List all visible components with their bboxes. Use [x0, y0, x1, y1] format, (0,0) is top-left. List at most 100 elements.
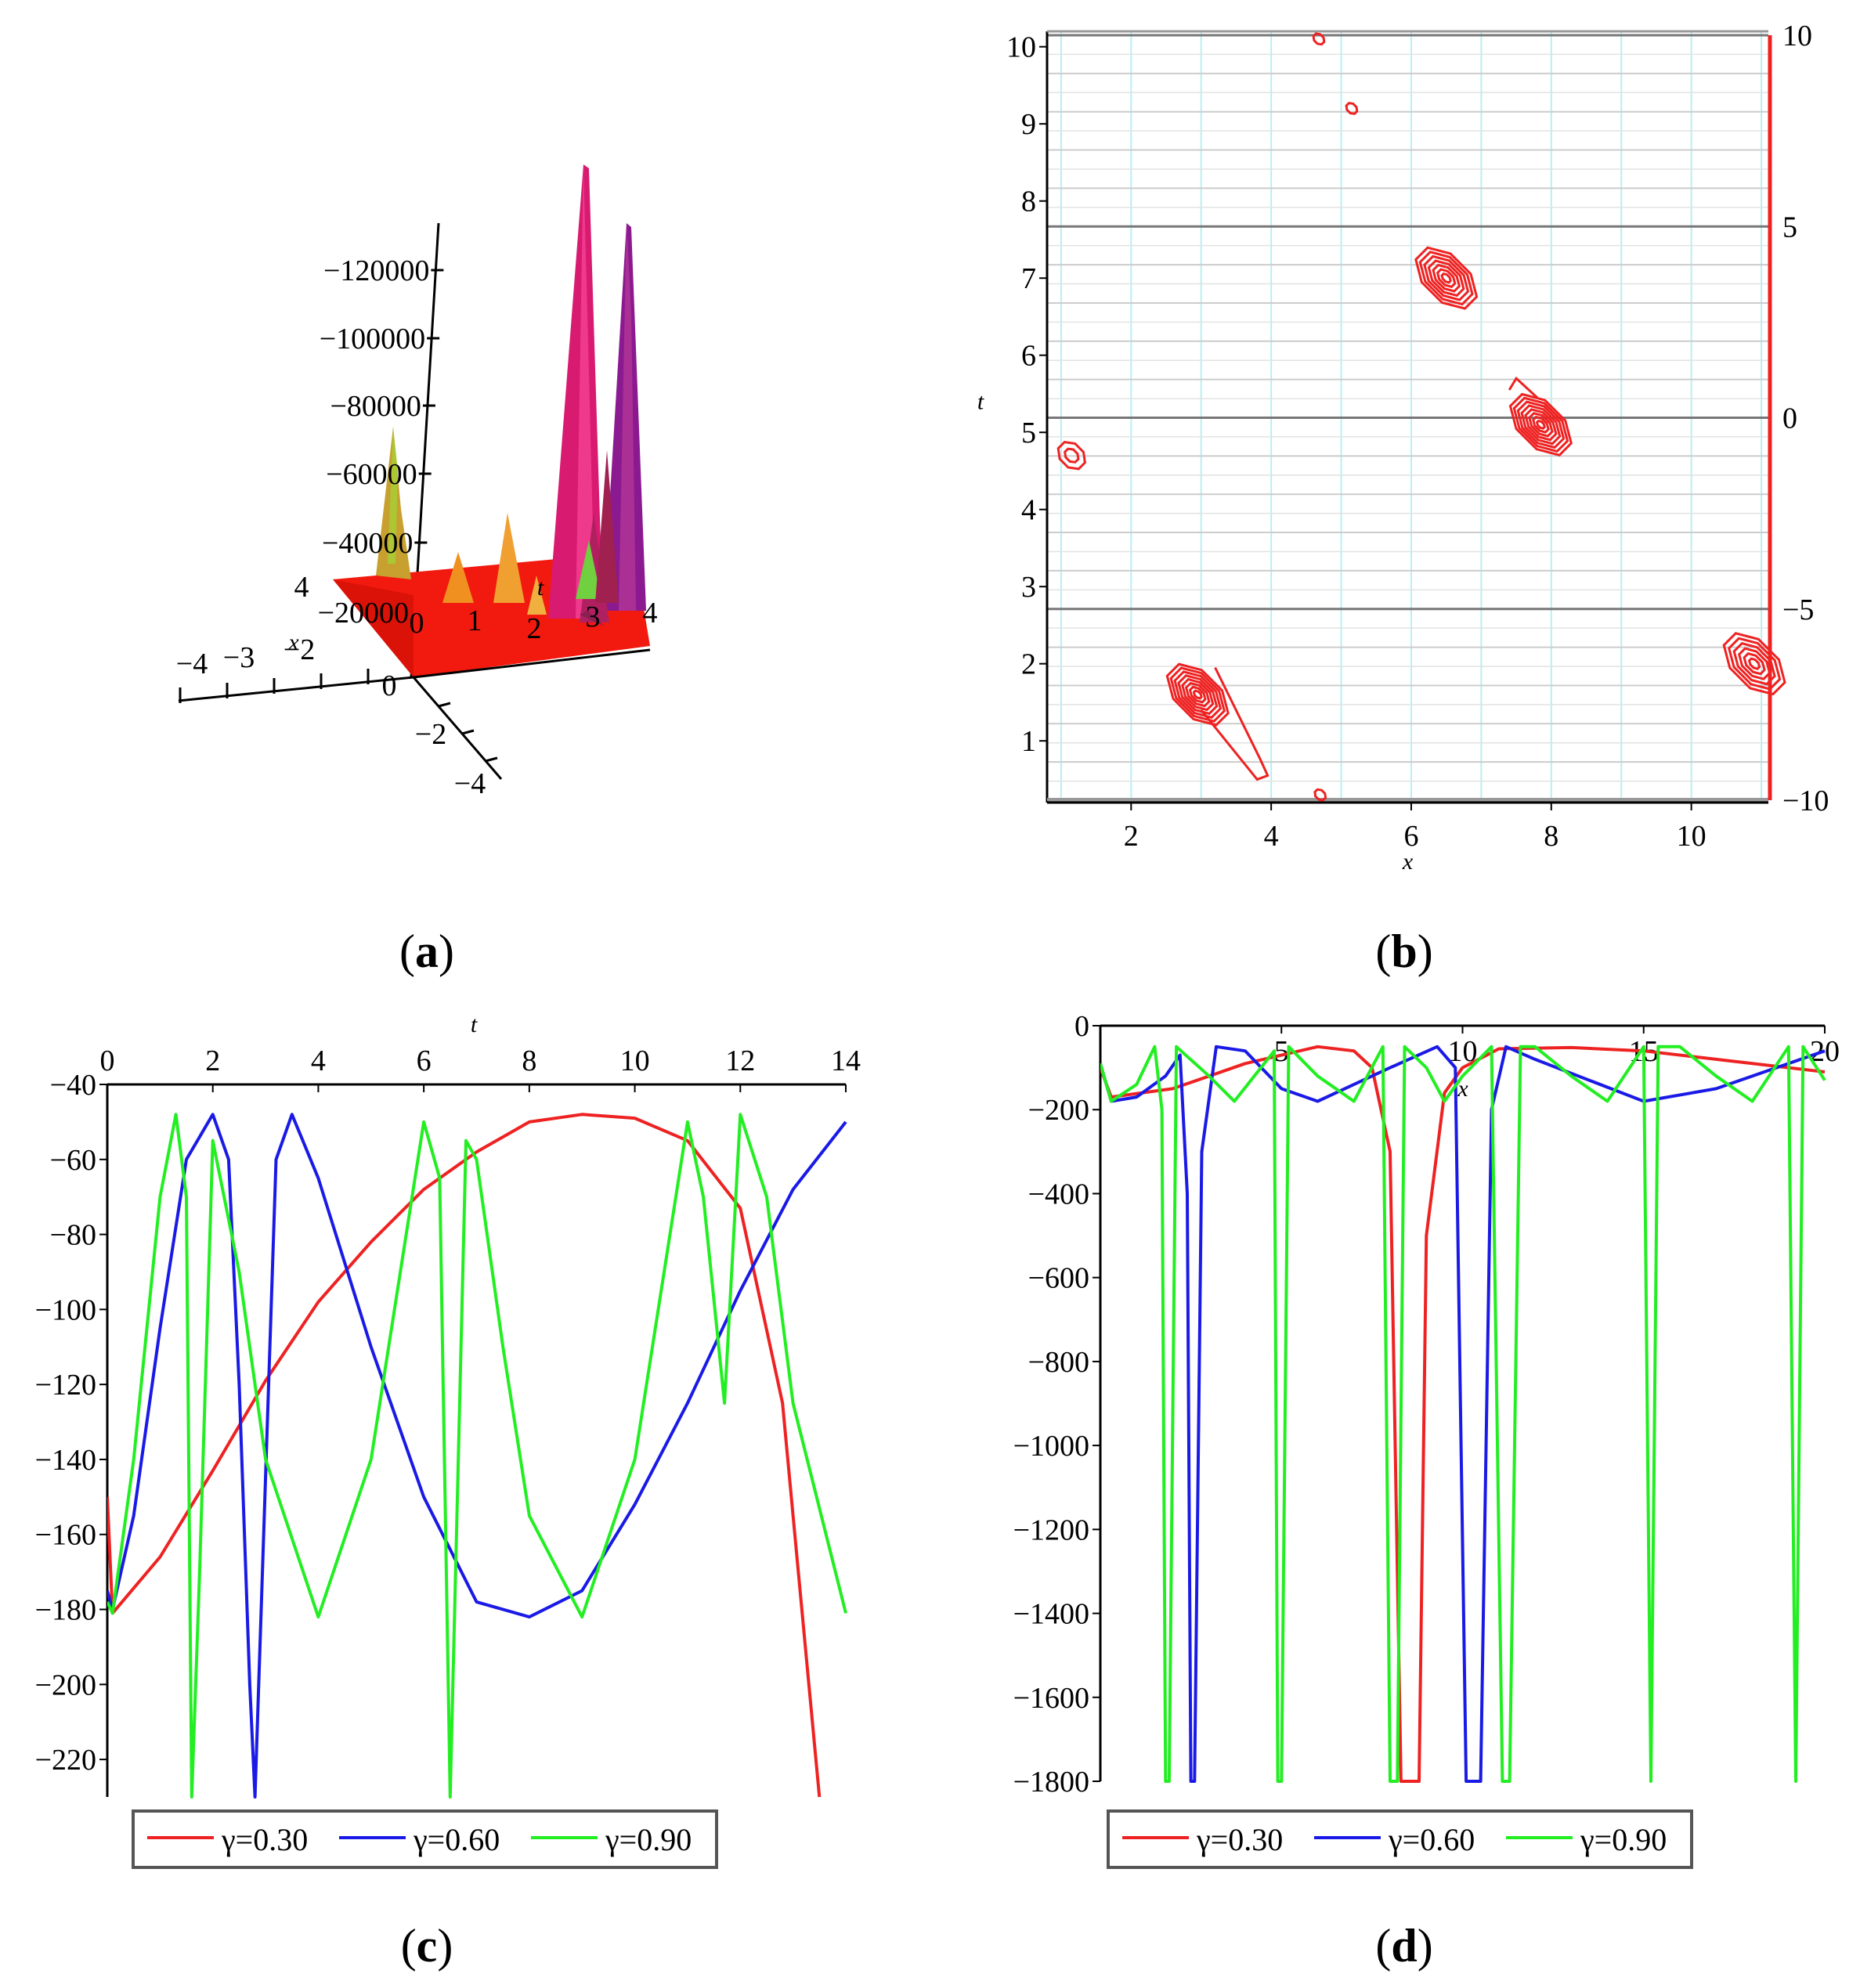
contour-ring [1345, 102, 1359, 115]
y-tick-label: −2 [415, 718, 446, 751]
caption-paren-close: ) [439, 925, 454, 977]
caption-c: (c) [401, 1920, 453, 1972]
y-tick-label: 0 [1074, 1010, 1089, 1043]
contour-ring [1192, 689, 1203, 700]
series-line-green [1100, 1045, 1826, 1783]
x-tick-label: 2 [205, 1045, 220, 1077]
contour-ring [1728, 637, 1782, 691]
contour-ring [1418, 251, 1474, 306]
x-axis-label: t [471, 1012, 478, 1037]
contour-ring [1313, 788, 1327, 802]
y-tick-label: 0 [382, 669, 397, 702]
z-tick-label: −40000 [322, 527, 413, 560]
caption-letter: b [1391, 925, 1417, 977]
contour-ring [1722, 632, 1786, 696]
y-tick-label: −60 [50, 1144, 96, 1177]
spike-left-hl [388, 427, 398, 564]
x-tick-label: 6 [417, 1045, 432, 1077]
y-tick-label: −1400 [1013, 1598, 1089, 1631]
y-axis-tickmarks [438, 702, 498, 763]
contour-ring [1508, 392, 1573, 456]
panel-a-labels: −120000 −100000 −80000 −60000 −40000 −20000 −4… [176, 254, 658, 800]
y-tick-label: −200 [1028, 1094, 1089, 1127]
x-tick-label: 5 [1274, 1035, 1289, 1068]
contour-x-tick-label: 8 [1544, 820, 1558, 853]
contour-y-tick-label: 7 [1021, 262, 1036, 295]
contour-ring [1169, 666, 1226, 723]
spike-tall-2-hl [619, 223, 636, 611]
contour-y-tick-label: 2 [1021, 648, 1036, 681]
contour-ring [1064, 447, 1080, 464]
x-tick-label: 14 [831, 1045, 861, 1077]
contour-ring [1173, 670, 1223, 719]
spike-small-2 [493, 513, 525, 603]
panel-captions: (a) (b)(c) (d) [399, 925, 1433, 1972]
contour-ring [1528, 412, 1554, 438]
contour-y-tick-label: 1 [1021, 725, 1036, 758]
series-line-red [1100, 1045, 1826, 1783]
x-tick-label: −4 [176, 648, 208, 680]
colorbar-tick-label: −5 [1782, 594, 1814, 626]
caption-paren-close: ) [1418, 1920, 1433, 1972]
contour-x-tick-label: 10 [1677, 820, 1707, 853]
contour-ring [1440, 272, 1452, 284]
y-tick-label: −220 [35, 1744, 96, 1777]
y-tick-label: −1000 [1013, 1430, 1089, 1463]
series-line-blue [107, 1113, 847, 1799]
contour-ring [1056, 441, 1086, 471]
legend-box [1107, 1809, 1693, 1869]
spike-small-3 [527, 575, 547, 615]
t-tick-label: 3 [586, 601, 601, 633]
z-tick-label: −120000 [323, 254, 429, 287]
t-tick-label: t [537, 575, 544, 601]
x-tick-label: −3 [223, 641, 255, 674]
contour-ring [1188, 685, 1207, 704]
contour-tail [1200, 666, 1269, 781]
y-tick-label: −4 [454, 767, 486, 800]
contour-ring [1738, 647, 1772, 680]
spike-small-1 [442, 552, 474, 603]
panel-c-line-chart: 0 2 4 6 8 10 12 14 −40 −60 −80 −100 −120 −140 −160 −180… [35, 1012, 861, 1869]
panel-a-3d-surface: −120000 −100000 −80000 −60000 −40000 −20000 −4… [176, 164, 658, 800]
contour-ring [1524, 408, 1558, 442]
spike-mid-2 [576, 540, 601, 599]
y-tick-label: −120 [35, 1369, 96, 1402]
legend-label: γ=0.90 [1580, 1822, 1667, 1857]
contour-x-axis-label: x [1402, 849, 1414, 875]
legend-label: γ=0.60 [1388, 1822, 1475, 1857]
z-tick-label: −60000 [326, 458, 417, 491]
contour-ring [1747, 657, 1761, 670]
caption-letter: d [1391, 1920, 1417, 1972]
y-axis [412, 676, 503, 780]
contour-ring [1427, 259, 1465, 298]
caption-paren-close: ) [437, 1920, 453, 1972]
z-tick-label: −100000 [320, 323, 425, 355]
x-tick-label: 0 [100, 1045, 115, 1077]
contour-ring [1516, 400, 1566, 449]
t-tick-label: 0 [410, 607, 424, 640]
contour-ring [1520, 404, 1562, 446]
contour-ring [1423, 254, 1470, 301]
contour-x-tick-label: 6 [1403, 820, 1418, 853]
y-tick-label: −200 [35, 1669, 96, 1701]
caption-b: (b) [1375, 925, 1432, 977]
contour-y-tick-label: 10 [1006, 31, 1036, 64]
x-axis-tickmarks [179, 669, 370, 703]
y-tick-label: −40 [50, 1069, 96, 1102]
contour-x-tick-label: 2 [1124, 820, 1139, 853]
spike-mid-3 [595, 450, 619, 603]
y-tick-label: −400 [1028, 1178, 1089, 1210]
colorbar-tick-label: −10 [1782, 785, 1829, 817]
y-tick-label: −100 [35, 1293, 96, 1326]
contour-y-tick-label: 5 [1021, 417, 1036, 449]
x-tick-label: 8 [522, 1045, 536, 1077]
legend-box [132, 1809, 718, 1869]
series-line-green [107, 1113, 847, 1799]
y-tick-label: −160 [35, 1519, 96, 1552]
x-axis [178, 676, 414, 702]
contour-ring [1436, 268, 1457, 288]
t-tick-label: 1 [468, 604, 482, 637]
x-tick-label: −2 [284, 633, 315, 666]
caption-d: (d) [1375, 1920, 1432, 1972]
